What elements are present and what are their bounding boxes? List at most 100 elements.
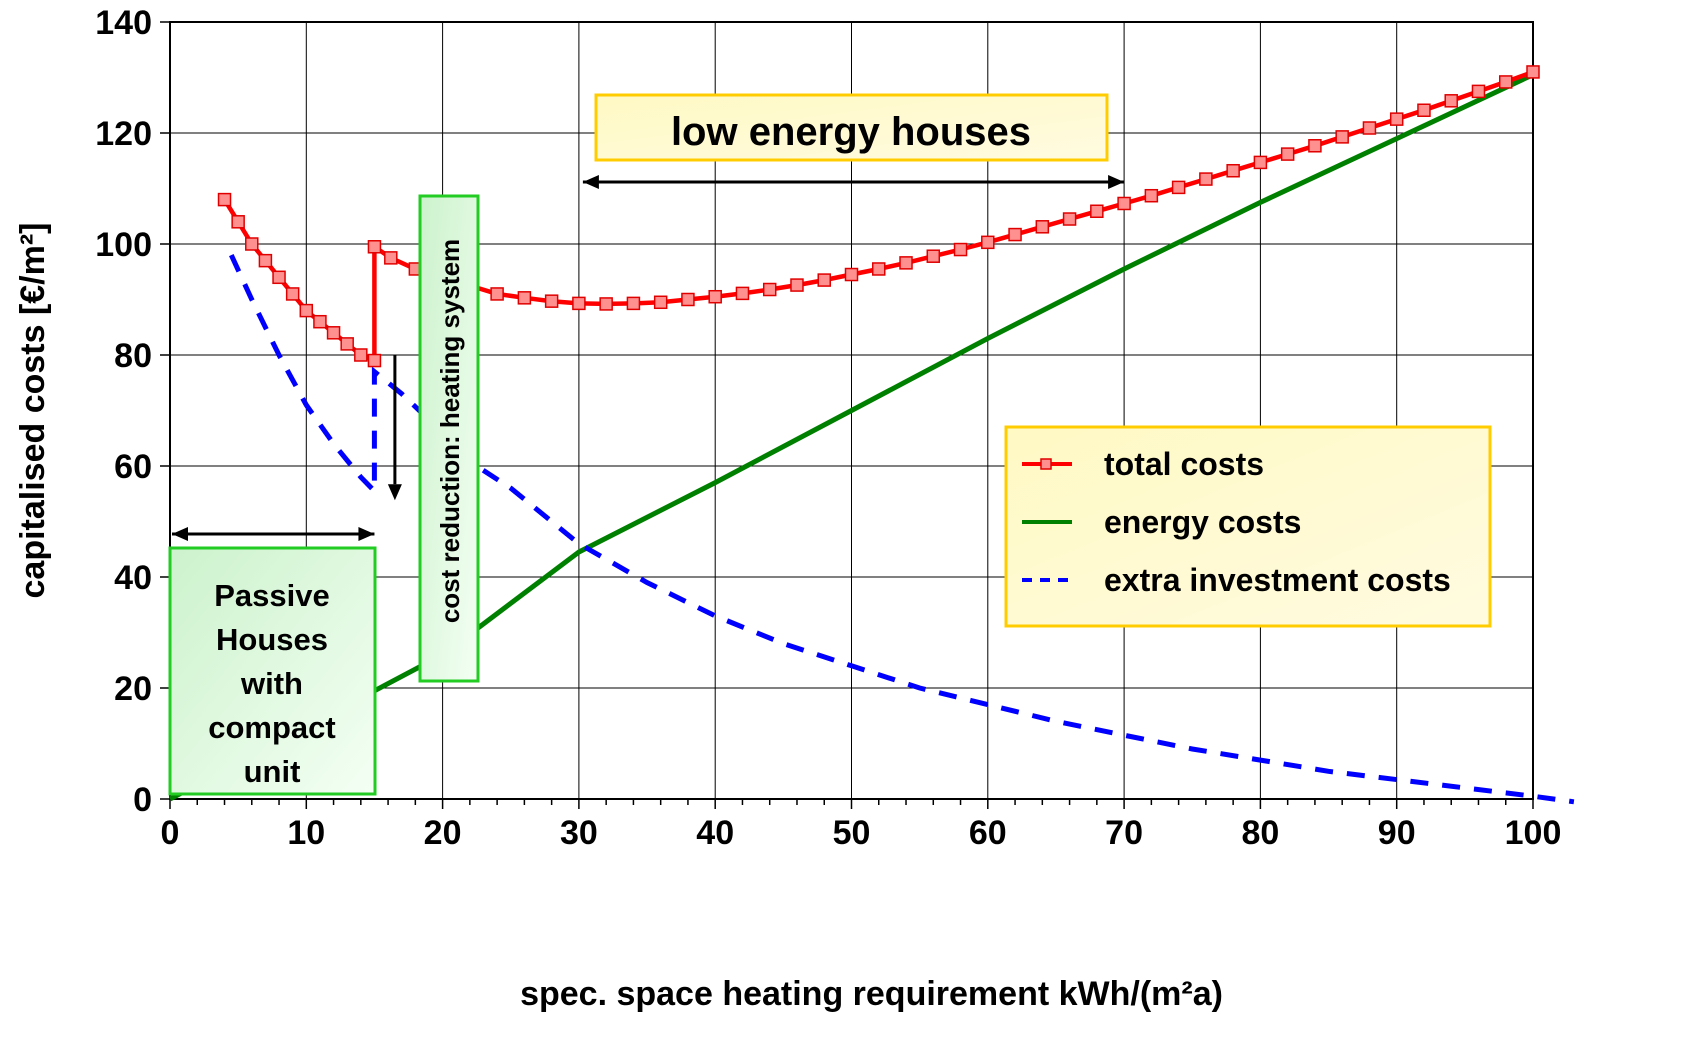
- total-costs-point: [735, 286, 750, 301]
- legend-label: extra investment costs: [1104, 562, 1451, 598]
- total-costs-point: [626, 296, 641, 311]
- total-costs-point: [653, 295, 668, 310]
- x-tick-label: 0: [161, 814, 180, 852]
- x-tick-label: 60: [969, 814, 1007, 852]
- total-costs-point: [1308, 139, 1322, 153]
- x-tick-label: 20: [424, 814, 462, 852]
- passive-houses-text: Houses: [216, 622, 328, 657]
- total-costs-point: [1280, 147, 1295, 161]
- series-total-costs: [217, 65, 1540, 368]
- x-tick-label: 80: [1241, 814, 1279, 852]
- y-axis: 0 20 40 60 80 100 120 140: [95, 4, 170, 819]
- total-costs-point: [313, 314, 327, 329]
- legend-marker: [1040, 458, 1052, 470]
- total-costs-point: [681, 292, 695, 307]
- passive-houses-text: with: [240, 666, 303, 701]
- passive-houses-label: Passive Houses with compact unit: [168, 546, 377, 796]
- total-costs-point: [926, 249, 941, 263]
- x-tick-label: 100: [1505, 814, 1562, 852]
- total-costs-point: [1062, 212, 1077, 226]
- total-costs-point: [1471, 84, 1486, 99]
- total-costs-point: [1526, 65, 1540, 79]
- y-tick-label: 80: [114, 337, 152, 375]
- total-costs-point: [1090, 204, 1104, 219]
- extra-investment-costs-line: [229, 254, 1575, 805]
- x-tick-label: 90: [1378, 814, 1416, 852]
- total-costs-point: [981, 235, 995, 250]
- total-costs-point: [817, 273, 831, 287]
- y-axis-title: capitalised costs [€/m²]: [14, 222, 52, 598]
- y-tick-label: 120: [95, 115, 152, 153]
- x-axis: 0 10 20 30 40 50 60 70 80 90 100: [161, 799, 1562, 852]
- total-costs-point: [354, 348, 368, 362]
- x-tick-label: 40: [696, 814, 734, 852]
- total-costs-point: [217, 192, 232, 207]
- x-tick-label: 10: [287, 814, 325, 852]
- arrowhead: [358, 527, 375, 541]
- legend: total costs energy costs extra investment …: [1004, 425, 1492, 628]
- arrowhead: [172, 527, 188, 541]
- cost-reduction-label: cost reduction: heating system: [418, 194, 480, 683]
- arrowhead: [387, 484, 402, 501]
- total-costs-point: [285, 287, 300, 301]
- passive-houses-text: compact: [208, 710, 335, 745]
- total-costs-point: [1362, 121, 1377, 135]
- x-tick-label: 50: [833, 814, 871, 852]
- total-costs-point: [599, 297, 613, 311]
- legend-box: [1004, 425, 1492, 628]
- low-energy-houses-text: low energy houses: [671, 110, 1031, 154]
- total-costs-point: [1144, 188, 1159, 203]
- x-tick-label: 70: [1105, 814, 1143, 852]
- legend-item: energy costs: [1022, 504, 1301, 540]
- total-costs-point: [1199, 172, 1213, 186]
- legend-label: total costs: [1104, 446, 1264, 482]
- total-costs-point: [953, 242, 968, 257]
- total-costs-point: [1008, 227, 1022, 242]
- total-costs-point: [1335, 130, 1349, 144]
- total-costs-point: [1035, 220, 1050, 234]
- total-costs-point: [790, 278, 804, 292]
- series-extra-investment-costs: [229, 254, 1575, 805]
- y-tick-label: 40: [114, 559, 152, 597]
- total-costs-point: [762, 282, 777, 297]
- total-costs-point: [844, 267, 859, 282]
- legend-item: total costs: [1022, 446, 1264, 482]
- total-costs-point: [1417, 103, 1431, 117]
- total-costs-point: [340, 337, 354, 351]
- arrowhead: [582, 175, 599, 189]
- total-costs-point: [708, 289, 722, 304]
- y-tick-label: 100: [95, 226, 152, 264]
- total-costs-point: [572, 296, 586, 311]
- total-costs-point: [272, 270, 286, 285]
- total-costs-point: [1226, 163, 1240, 178]
- total-costs-point: [1389, 112, 1404, 126]
- total-costs-point: [899, 256, 913, 270]
- total-costs-point: [1444, 94, 1458, 108]
- legend-label: energy costs: [1104, 504, 1301, 540]
- total-costs-point: [258, 253, 273, 268]
- annotations: low energy houses cost reduction: heating…: [168, 93, 1125, 796]
- total-costs-point: [490, 287, 504, 301]
- legend-item: extra investment costs: [1022, 562, 1451, 598]
- total-costs-point: [1498, 75, 1513, 89]
- total-costs-point: [367, 240, 382, 254]
- cost-reduction-text: cost reduction: heating system: [435, 239, 465, 623]
- passive-houses-text: Passive: [214, 578, 330, 613]
- arrowhead: [1108, 175, 1125, 189]
- total-costs-point: [384, 251, 398, 265]
- total-costs-point: [326, 326, 341, 340]
- total-costs-point: [544, 294, 559, 308]
- y-tick-label: 60: [114, 448, 152, 486]
- x-tick-label: 30: [560, 814, 598, 852]
- total-costs-point: [1117, 196, 1131, 211]
- total-costs-point: [1171, 180, 1186, 195]
- passive-houses-text: unit: [244, 754, 301, 789]
- total-costs-point: [517, 291, 532, 305]
- total-costs-point: [245, 237, 259, 251]
- y-tick-label: 20: [114, 670, 152, 708]
- total-costs-point: [872, 262, 886, 276]
- total-costs-point: [367, 353, 382, 368]
- total-costs-point: [231, 215, 245, 229]
- total-costs-point: [1253, 155, 1268, 170]
